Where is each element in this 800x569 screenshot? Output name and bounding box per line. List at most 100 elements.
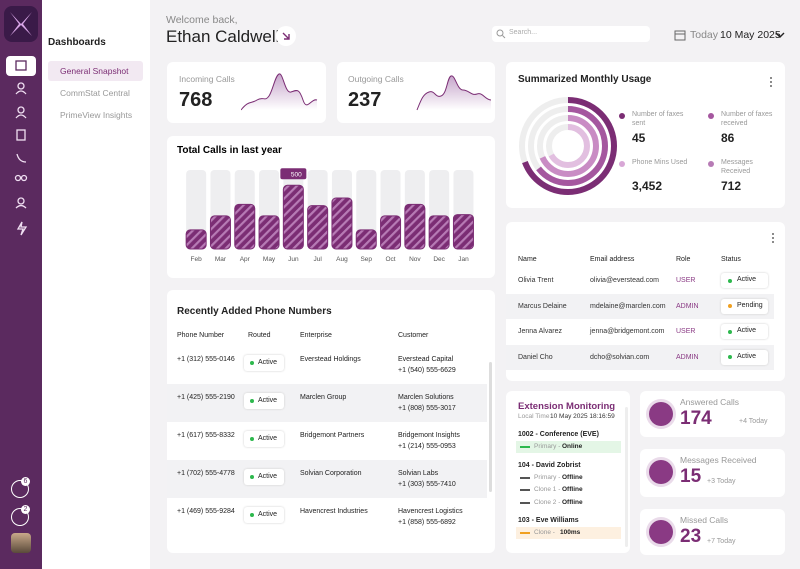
status-pill — [244, 431, 284, 447]
status-pill — [721, 349, 768, 365]
bell-icon[interactable] — [11, 508, 29, 526]
usage-card: Summarized Monthly Usage Number of faxes… — [506, 62, 785, 208]
column-header: Routed — [248, 332, 271, 339]
nav-icon-active[interactable] — [6, 56, 36, 76]
bar — [331, 197, 353, 250]
status-pill — [721, 324, 768, 339]
line-status: Offline — [562, 473, 583, 481]
logo-icon — [10, 12, 32, 36]
status-dot — [250, 475, 254, 479]
sidebar: 6 2 — [0, 0, 42, 569]
customer: Marclen Solutions — [398, 394, 454, 401]
kpi-value: 23 — [680, 526, 702, 547]
kpi-card: Answered Calls 174 +4 Today — [640, 391, 785, 437]
x-tick-label: Oct — [385, 256, 395, 263]
x-tick-label: Dec — [433, 256, 445, 263]
customer-phone: +1 (303) 555-7410 — [398, 481, 456, 488]
row-bg — [167, 384, 487, 422]
status-pill — [721, 273, 768, 288]
menu-dots[interactable] — [769, 76, 773, 88]
today-label: Today — [690, 29, 719, 41]
line-label: Primary - — [534, 473, 561, 481]
bar — [209, 215, 231, 250]
nav-item[interactable]: PrimeView Insights — [60, 110, 133, 120]
phones-card: Recently Added Phone Numbers Phone Numbe… — [167, 290, 495, 553]
status-dot — [728, 278, 732, 283]
phones-title: Recently Added Phone Numbers — [177, 306, 332, 317]
usage-label: Number of faxes sent — [632, 111, 684, 127]
enterprise: Marclen Group — [300, 394, 347, 401]
status: Active — [258, 359, 278, 366]
customer: Havencrest Logistics — [398, 508, 463, 515]
line-status: 100ms — [560, 529, 581, 536]
line-bg — [516, 527, 621, 539]
column-header: Name — [518, 256, 537, 263]
column-header: Customer — [398, 332, 429, 339]
scrollbar[interactable] — [489, 362, 492, 492]
phone: +1 (702) 555-4778 — [177, 470, 235, 477]
status-dot — [250, 399, 254, 403]
x-tick-label: Sep — [360, 256, 372, 263]
time: 10 May 2025 18:16:59 — [550, 413, 615, 420]
bar — [404, 203, 426, 250]
customer-phone: +1 (540) 555-6629 — [398, 367, 456, 374]
logo[interactable] — [4, 6, 38, 42]
line-marker — [520, 501, 530, 504]
status-pill — [721, 298, 768, 314]
customer-phone: +1 (214) 555-0953 — [398, 443, 456, 450]
usage-value: 3,452 — [632, 179, 663, 193]
bar — [282, 184, 304, 250]
status: Active — [258, 511, 278, 518]
status: Active — [258, 473, 278, 480]
legend-dot — [619, 113, 625, 119]
status: Active — [737, 352, 757, 360]
chat-icon[interactable] — [11, 480, 29, 498]
usage-title: Summarized Monthly Usage — [518, 74, 652, 85]
sparkline — [416, 75, 492, 111]
date[interactable]: 10 May 2025 — [720, 29, 781, 41]
bar-chart: Total Calls in last year Feb Mar Apr May 500… — [177, 145, 474, 263]
status-pill — [244, 355, 284, 371]
kpi-card: Missed Calls 23 +7 Today — [640, 509, 785, 555]
calendar-icon — [674, 30, 686, 41]
extension-name: 104 - David Zobrist — [518, 461, 581, 469]
greeting: Welcome back, — [166, 14, 238, 26]
status-dot — [728, 329, 732, 334]
bar — [452, 214, 474, 250]
usage-value: 712 — [721, 179, 742, 193]
column-header: Phone Number — [177, 332, 225, 339]
customer-phone: +1 (858) 555-6892 — [398, 519, 456, 526]
users-card: Name Email address Role Status Olivia Trent o… — [506, 222, 785, 381]
kpi-value: 15 — [680, 466, 702, 487]
status: Pending — [737, 301, 763, 309]
role: ADMIN — [676, 302, 699, 310]
enterprise: Solvian Corporation — [300, 470, 362, 477]
menu-dots[interactable] — [771, 232, 775, 244]
usage-value: 86 — [721, 131, 735, 145]
user-name: Ethan Caldwell — [166, 27, 280, 46]
bar-track — [356, 170, 377, 249]
value-label: 500 — [291, 171, 302, 178]
nav-item[interactable]: General Snapshot — [48, 61, 143, 81]
usage-label: Phone Mins Used — [632, 159, 688, 166]
usage-label: Messages Received — [721, 159, 753, 175]
scrollbar[interactable] — [625, 407, 628, 547]
avatar[interactable] — [11, 533, 31, 553]
usage-label: Number of faxes received — [721, 111, 773, 127]
nav-item[interactable]: CommStat Central — [60, 88, 130, 98]
kpi-icon — [649, 460, 673, 484]
chart-title: Total Calls in last year — [177, 145, 282, 156]
usage-value: 45 — [632, 131, 646, 145]
time-label: Local Time — [518, 413, 550, 420]
legend-dot — [708, 161, 714, 167]
chart-card: Total Calls in last year Feb Mar Apr May 500… — [167, 136, 495, 278]
line-label: Primary - — [534, 443, 561, 450]
status: Active — [737, 327, 757, 334]
chevron[interactable] — [775, 31, 785, 39]
link-button[interactable] — [276, 26, 296, 46]
line-marker — [520, 476, 530, 479]
line-label: Clone 2 - — [534, 498, 561, 506]
enterprise: Havencrest Industries — [300, 508, 368, 515]
search-box[interactable]: Search... — [492, 26, 650, 42]
